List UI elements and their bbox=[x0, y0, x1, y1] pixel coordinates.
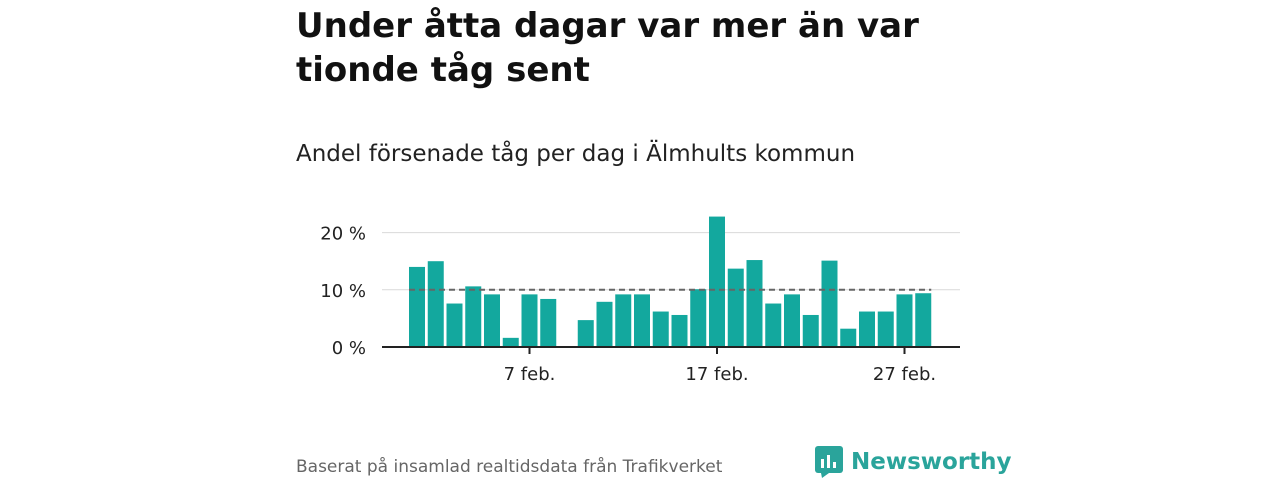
bar-18 bbox=[727, 268, 744, 347]
bar-26 bbox=[877, 311, 894, 347]
bar-10 bbox=[577, 320, 594, 347]
bar-28 bbox=[915, 293, 932, 347]
y-axis-labels: 0 % 10 % 20 % bbox=[320, 224, 366, 359]
chart-subtitle: Andel försenade tåg per dag i Älmhults k… bbox=[296, 141, 856, 167]
bar-23 bbox=[821, 260, 838, 347]
y-tick-label: 10 % bbox=[320, 281, 366, 302]
x-tick-label: 7 feb. bbox=[504, 364, 556, 385]
bar-22 bbox=[802, 314, 819, 347]
bar-25 bbox=[859, 311, 875, 347]
bar-7 bbox=[521, 294, 538, 347]
bar-4 bbox=[465, 286, 482, 347]
chart-title: Under åtta dagar var mer än var tionde t… bbox=[296, 6, 919, 90]
bar-5 bbox=[484, 294, 500, 347]
y-tick-label: 20 % bbox=[320, 224, 366, 245]
bar-16 bbox=[690, 289, 707, 347]
bars bbox=[409, 216, 932, 347]
bar-15 bbox=[671, 314, 688, 347]
bar-11 bbox=[596, 301, 613, 347]
gridlines bbox=[382, 232, 960, 291]
source-note: Baserat på insamlad realtidsdata från Tr… bbox=[296, 457, 723, 477]
bar-13 bbox=[634, 294, 650, 347]
bar-12 bbox=[615, 294, 632, 347]
bar-2 bbox=[427, 261, 444, 347]
bar-20 bbox=[765, 303, 782, 347]
bar-17 bbox=[709, 216, 725, 347]
bar-27 bbox=[896, 294, 913, 347]
bar-3 bbox=[446, 303, 463, 347]
bar-24 bbox=[840, 328, 857, 347]
bar-6 bbox=[502, 337, 519, 347]
x-tick-label: 27 feb. bbox=[873, 364, 936, 385]
brand-name: Newsworthy bbox=[851, 449, 1012, 475]
newsworthy-icon bbox=[815, 446, 843, 478]
bar-19 bbox=[746, 260, 763, 347]
newsworthy-logo: Newsworthy bbox=[815, 446, 1012, 478]
bar-21 bbox=[784, 294, 800, 347]
x-tick-label: 17 feb. bbox=[685, 364, 748, 385]
bar-1 bbox=[409, 266, 425, 347]
y-tick-label: 0 % bbox=[332, 338, 366, 359]
x-axis-labels: 7 feb. 17 feb. 27 feb. bbox=[504, 364, 936, 385]
bar-14 bbox=[652, 311, 669, 347]
bar-8 bbox=[540, 298, 557, 347]
x-axis bbox=[382, 346, 960, 354]
